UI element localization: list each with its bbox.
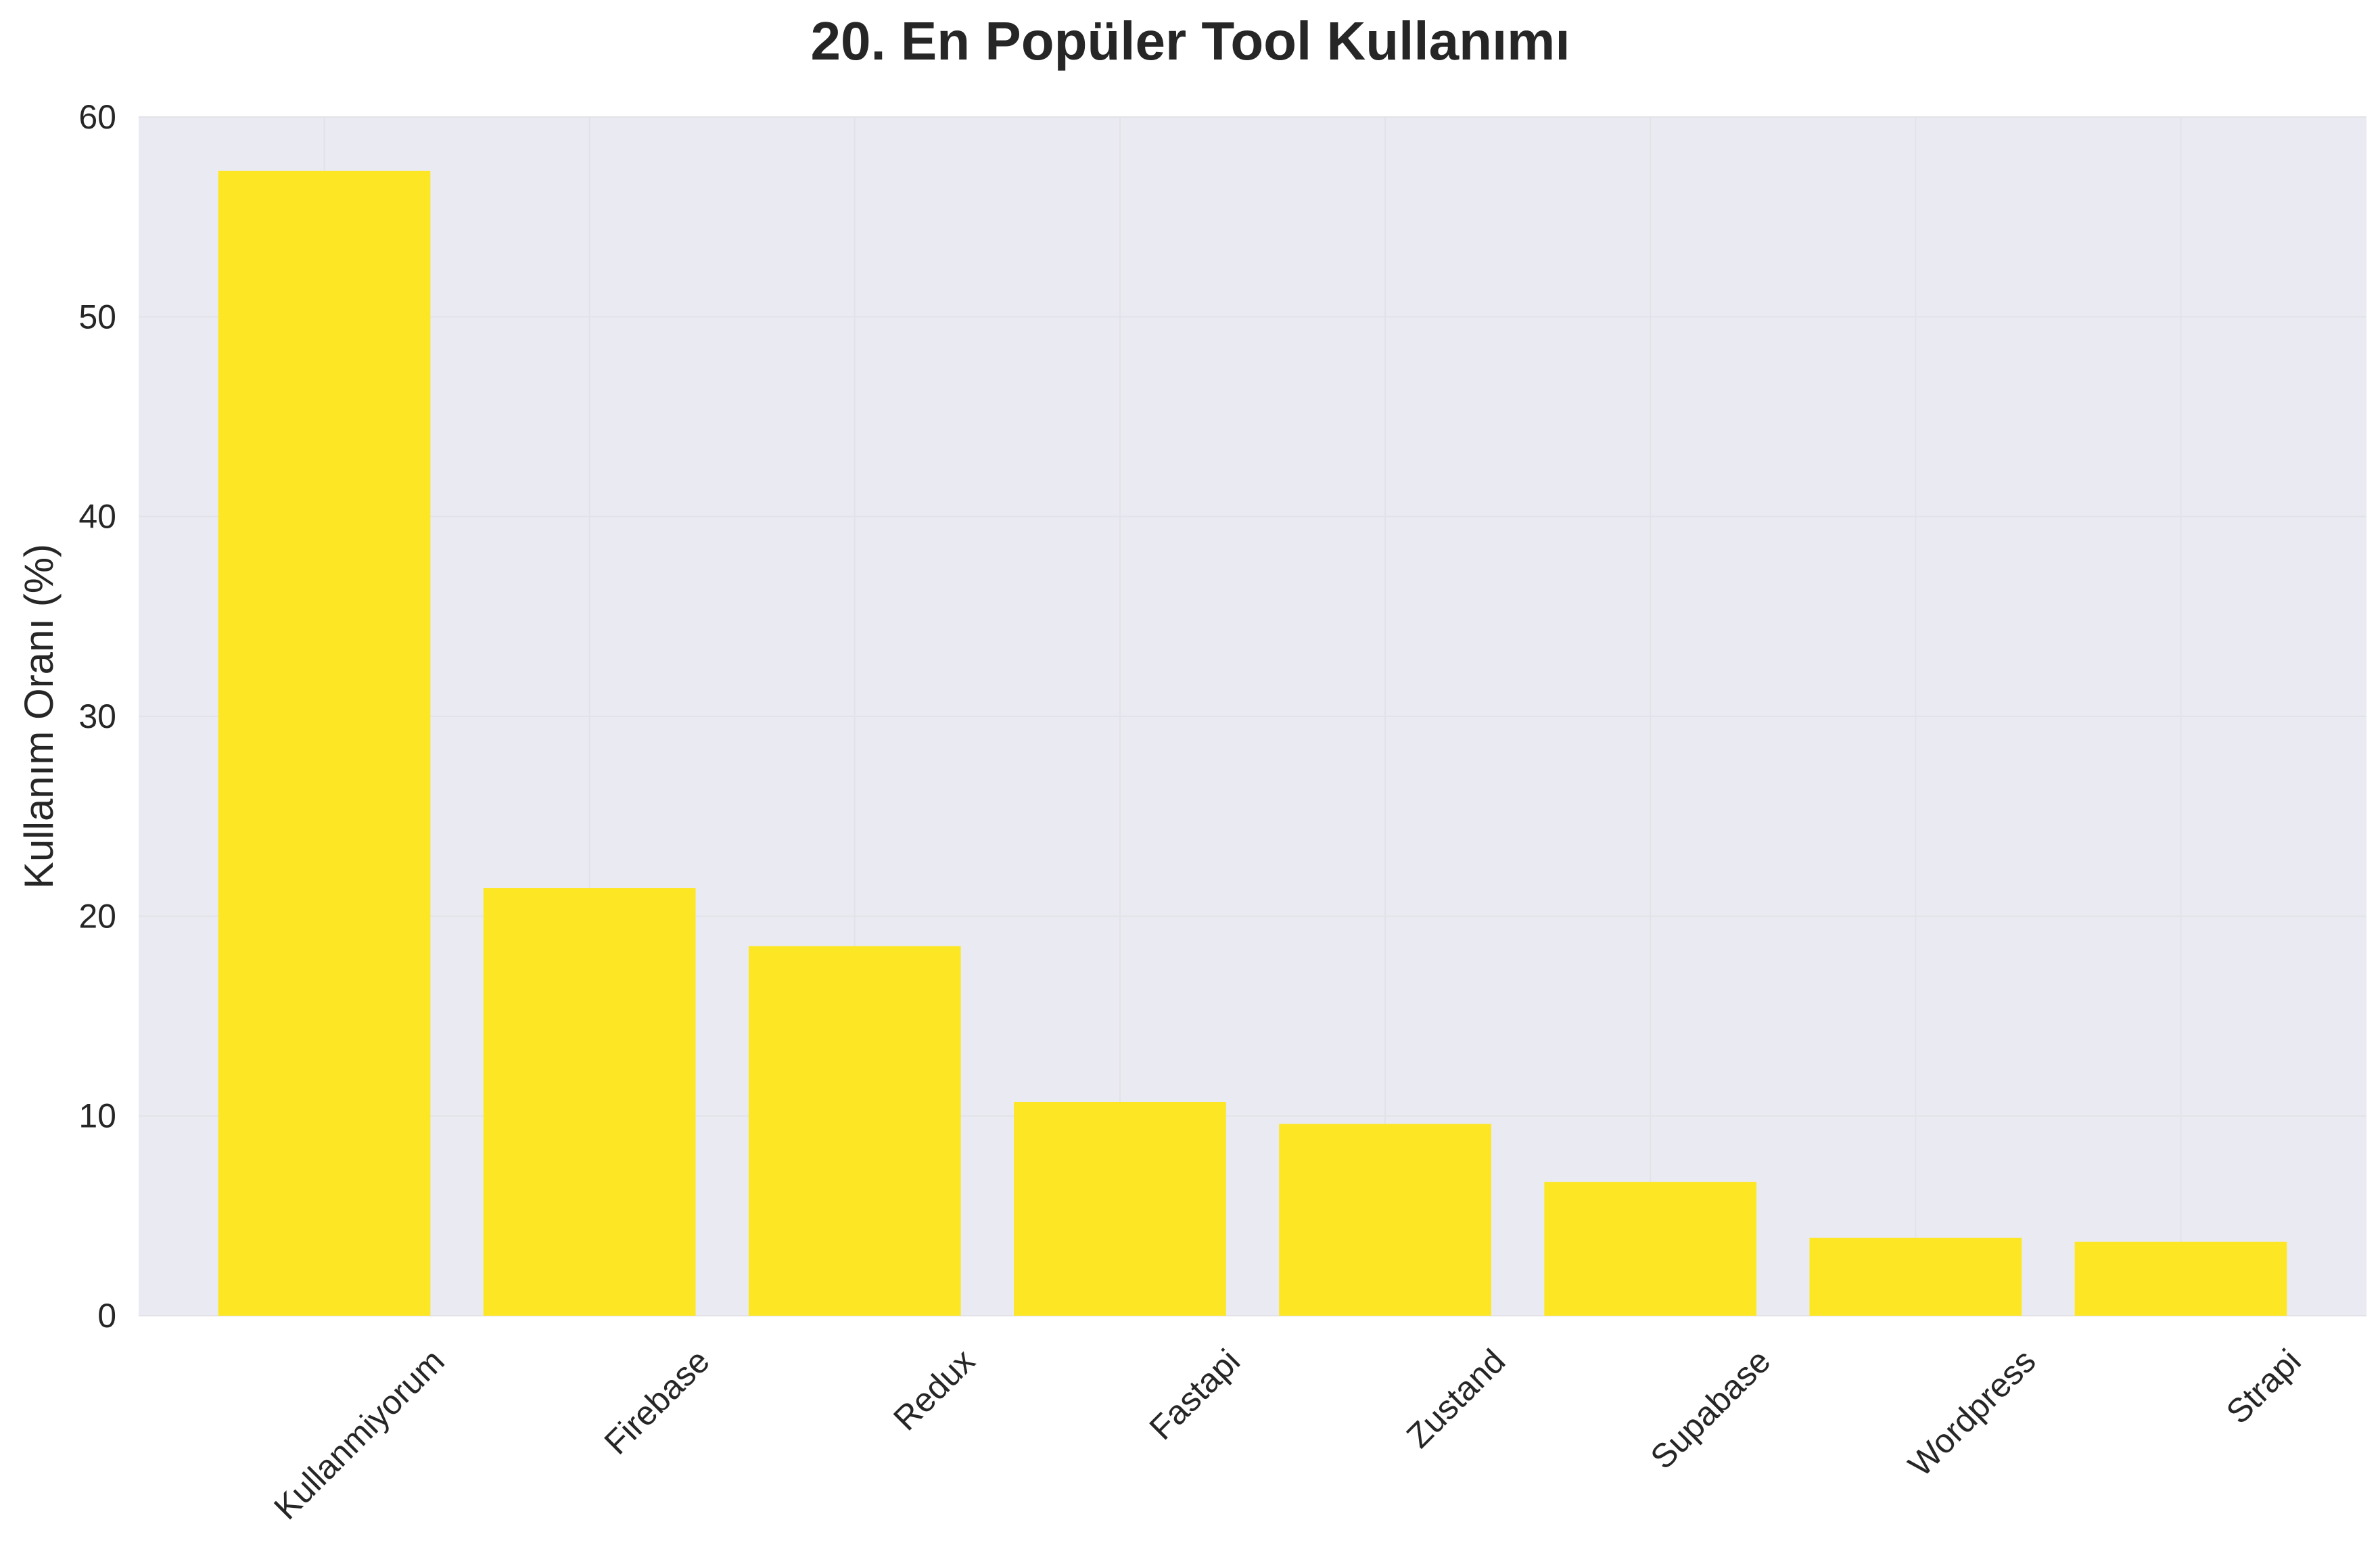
y-tick-label: 40: [78, 498, 116, 536]
bar-wordpress: [1809, 1237, 2022, 1316]
x-tick-label-supabase: Supabase: [1643, 1342, 1778, 1477]
x-tick-label-fastapi: Fastapi: [1142, 1342, 1248, 1448]
x-tick-label-strapi: Strapi: [2219, 1342, 2308, 1431]
bar-zustand: [1279, 1124, 1491, 1316]
y-tick-label: 30: [78, 697, 116, 735]
x-tick-label-wordpress: Wordpress: [1901, 1342, 2043, 1484]
x-tick-label-kullanmiyorum: Kullanmiyorum: [266, 1342, 451, 1527]
y-tick-label: 20: [78, 897, 116, 935]
y-tick-label: 50: [78, 298, 116, 336]
x-tick-label-zustand: Zustand: [1399, 1342, 1512, 1455]
x-axis-ticks: Kullanmiyorum Firebase Redux Fastapi Zustand…: [266, 1342, 2308, 1527]
y-axis-label: Kullanım Oranı (%): [16, 544, 62, 889]
bar-supabase: [1544, 1182, 1757, 1316]
y-tick-label: 10: [78, 1097, 116, 1135]
bar-firebase: [483, 888, 696, 1316]
x-tick-label-firebase: Firebase: [597, 1342, 717, 1462]
bar-kullanmiyorum: [218, 170, 431, 1316]
bars: [218, 170, 2287, 1316]
y-axis-ticks: 0 10 20 30 40 50 60: [78, 98, 116, 1335]
y-tick-label: 0: [97, 1297, 116, 1335]
bar-strapi: [2074, 1241, 2287, 1316]
x-tick-label-redux: Redux: [886, 1342, 982, 1438]
bar-fastapi: [1014, 1101, 1226, 1316]
chart-title: 20. En Popüler Tool Kullanımı: [810, 11, 1570, 71]
bar-redux: [748, 946, 961, 1316]
y-tick-label: 60: [78, 98, 116, 136]
